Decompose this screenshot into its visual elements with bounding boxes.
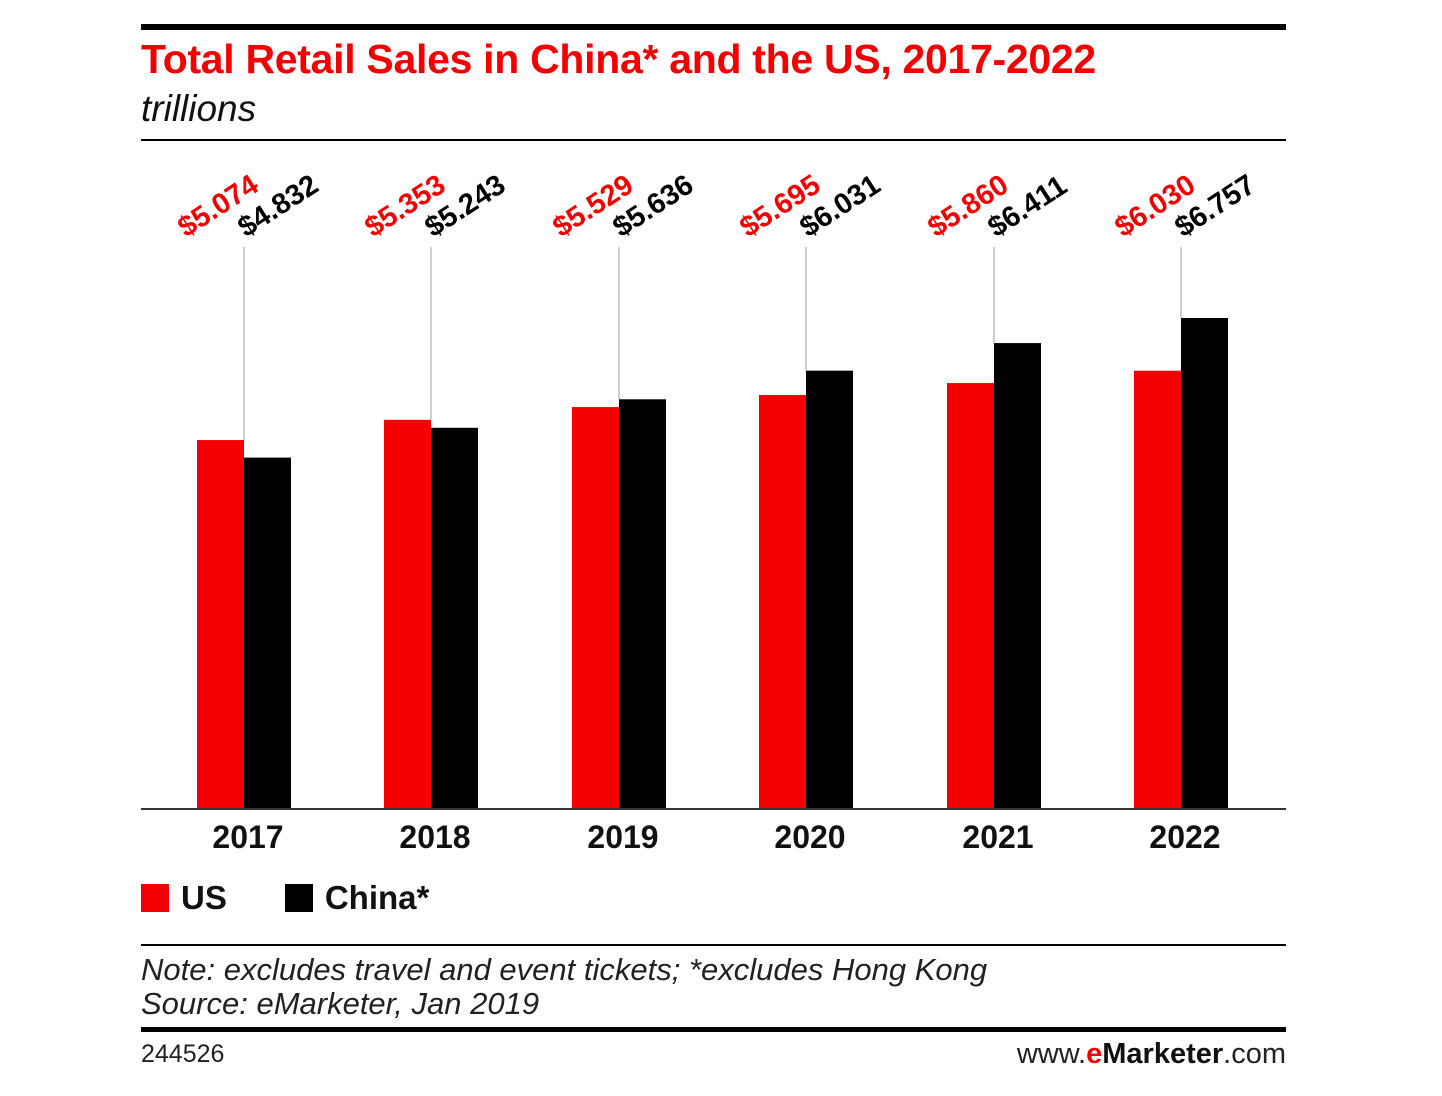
x-tick-label-2022: 2022 (1149, 819, 1220, 855)
site-prefix: www. (1016, 1038, 1087, 1070)
legend-item-china: China* (284, 879, 430, 917)
bar-china-2021 (994, 343, 1041, 808)
site-brand-name: Marketer (1102, 1038, 1224, 1070)
legend-swatch-us (141, 884, 169, 912)
x-tick-label-2017: 2017 (212, 819, 283, 855)
footnote: Note: excludes travel and event tickets;… (141, 952, 988, 987)
x-tick-label-2020: 2020 (774, 819, 845, 855)
bar-china-2022 (1181, 318, 1228, 808)
legend-swatch-china (284, 884, 313, 912)
legend-item-us: US (141, 879, 227, 917)
x-tick-label-2021: 2021 (962, 819, 1033, 855)
bar-us-2017 (197, 440, 244, 808)
chart-id: 244526 (141, 1040, 225, 1068)
site-url[interactable]: www.eMarketer.com (1017, 1038, 1286, 1071)
note-rule (141, 944, 1286, 946)
x-tick-label-2019: 2019 (587, 819, 658, 855)
bar-china-2020 (806, 370, 853, 808)
legend: US China* (141, 878, 487, 918)
x-tick-label-2018: 2018 (399, 819, 470, 855)
site-brand-e: e (1086, 1038, 1103, 1070)
chart-title: Total Retail Sales in China* and the US,… (141, 36, 1096, 82)
bar-china-2017 (244, 457, 291, 808)
legend-label-us: US (181, 879, 227, 916)
bar-chart: $5.074$4.8322017$5.353$5.2432018$5.529$5… (141, 169, 1286, 855)
top-rule (141, 24, 1286, 30)
subtitle-rule (141, 139, 1286, 141)
bar-us-2018 (384, 419, 431, 808)
bar-china-2019 (619, 399, 666, 808)
bar-china-2018 (431, 427, 478, 808)
bar-us-2021 (947, 383, 994, 808)
bottom-rule (141, 1027, 1286, 1032)
bar-us-2019 (572, 407, 619, 808)
source-line: Source: eMarketer, Jan 2019 (141, 986, 540, 1021)
legend-label-china: China* (324, 879, 430, 916)
bar-us-2020 (759, 395, 806, 808)
bar-us-2022 (1134, 370, 1181, 808)
chart-subtitle: trillions (141, 88, 257, 129)
site-suffix: .com (1223, 1038, 1286, 1070)
